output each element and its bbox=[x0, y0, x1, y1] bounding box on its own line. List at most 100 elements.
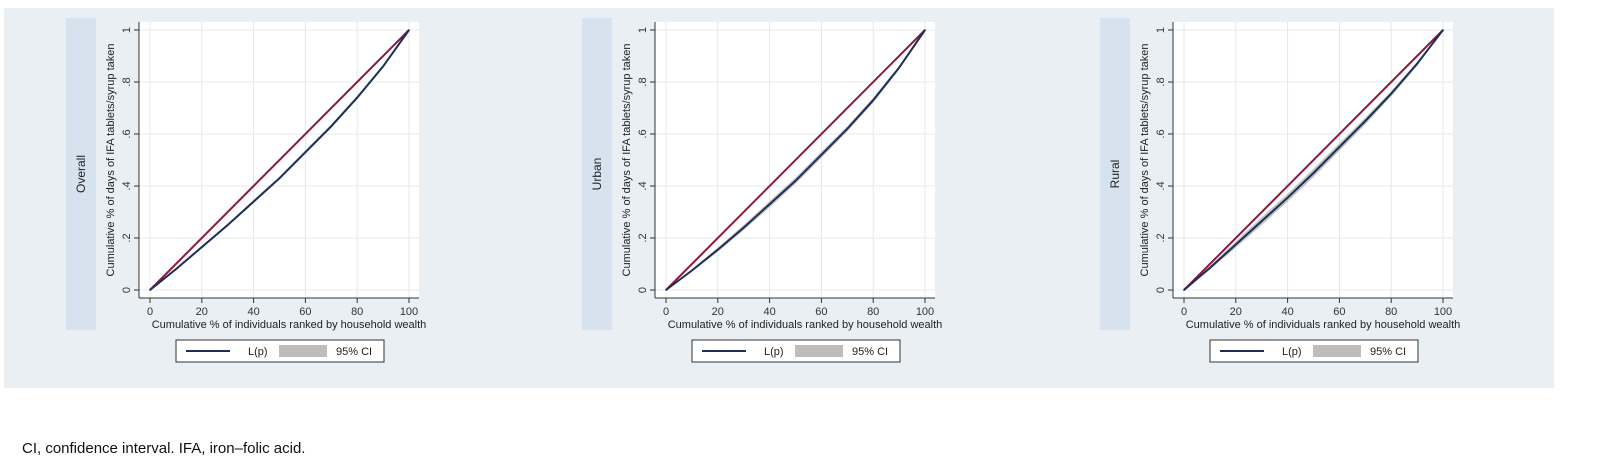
chart-title: Rural bbox=[1108, 160, 1122, 189]
curve-point bbox=[1260, 220, 1263, 222]
curve-point bbox=[252, 200, 255, 203]
y-axis-label: Cumulative % of days of IFA tablets/syru… bbox=[105, 44, 117, 277]
legend: L(p) 95% CI bbox=[175, 339, 385, 363]
legend-label-curve: L(p) bbox=[1282, 346, 1302, 358]
x-tick-label: 80 bbox=[867, 306, 879, 318]
legend: L(p) 95% CI bbox=[691, 339, 901, 363]
x-tick-label: 0 bbox=[147, 306, 153, 318]
curve-point bbox=[872, 99, 874, 101]
x-tick-label: 20 bbox=[196, 306, 208, 318]
x-tick-label: 40 bbox=[763, 306, 775, 318]
curve-point bbox=[1235, 243, 1237, 246]
legend-label-ci: 95% CI bbox=[336, 346, 372, 358]
curve-point bbox=[1364, 120, 1367, 122]
y-tick-label: .6 bbox=[121, 129, 133, 138]
chart-title: Overall bbox=[74, 155, 88, 193]
curve-point bbox=[1209, 267, 1211, 269]
curve-point bbox=[1442, 29, 1444, 31]
y-axis-label: Cumulative % of days of IFA tablets/syru… bbox=[621, 44, 633, 277]
y-tick-label: .6 bbox=[1155, 129, 1167, 138]
chart-title: Urban bbox=[590, 158, 604, 191]
curve-point bbox=[226, 224, 229, 226]
curve-point bbox=[1416, 63, 1418, 65]
legend: L(p) 95% CI bbox=[1209, 339, 1419, 363]
x-tick-label: 0 bbox=[1181, 306, 1187, 318]
legend-label-ci: 95% CI bbox=[852, 346, 888, 358]
curve-point bbox=[846, 128, 849, 130]
x-tick-label: 60 bbox=[299, 306, 311, 318]
y-tick-label: .4 bbox=[1155, 181, 1167, 190]
equality-line bbox=[149, 29, 410, 291]
panel-urban: Urban 0.2.4.6.8 1 0 20 40 60 80 100 Cumulative % … bbox=[520, 8, 1040, 388]
legend-label-ci: 95% CI bbox=[1370, 346, 1406, 358]
x-axis-label: Cumulative % of individuals ranked by ho… bbox=[1186, 319, 1461, 331]
y-tick-label: .8 bbox=[121, 77, 133, 86]
x-tick-label: 40 bbox=[247, 306, 259, 318]
curve-point bbox=[1183, 289, 1185, 291]
curve-point bbox=[794, 180, 797, 182]
y-tick-label: .2 bbox=[637, 233, 649, 242]
y-tick-label: 0 bbox=[1155, 287, 1167, 293]
x-tick-label: 20 bbox=[712, 306, 724, 318]
y-tick-label: 0 bbox=[121, 287, 133, 293]
x-tick-label: 40 bbox=[1281, 306, 1293, 318]
curve-point bbox=[1338, 146, 1341, 148]
legend-label-curve: L(p) bbox=[764, 346, 784, 358]
legend-swatch-ci bbox=[279, 345, 327, 357]
curve-point bbox=[665, 289, 667, 291]
y-tick-label: .2 bbox=[1155, 233, 1167, 242]
legend-swatch-ci bbox=[795, 345, 843, 357]
legend-label-curve: L(p) bbox=[248, 346, 268, 358]
curve-point bbox=[1390, 92, 1392, 95]
curve-point bbox=[1312, 172, 1315, 174]
curve-point bbox=[1286, 196, 1289, 199]
curve-point bbox=[742, 226, 745, 229]
curve-point bbox=[717, 248, 719, 251]
y-tick-label: .6 bbox=[637, 129, 649, 138]
y-tick-label: .4 bbox=[121, 181, 133, 190]
panel-overall: Overall 0.2.4.6.8 1 0 20 40 60 80 100 Cumulative … bbox=[4, 8, 524, 388]
curve-point bbox=[820, 154, 823, 156]
curve-point bbox=[924, 29, 926, 31]
x-tick-label: 60 bbox=[1333, 306, 1345, 318]
x-tick-label: 60 bbox=[815, 306, 827, 318]
curve-point bbox=[768, 203, 771, 205]
title-strip bbox=[66, 18, 96, 330]
curve-point bbox=[408, 29, 410, 31]
curve-point bbox=[175, 268, 177, 271]
y-tick-label: 1 bbox=[1155, 27, 1167, 33]
x-tick-label: 100 bbox=[400, 306, 418, 318]
curve-point bbox=[691, 269, 693, 272]
y-tick-label: .4 bbox=[637, 181, 649, 190]
curve-point bbox=[149, 289, 151, 291]
title-strip bbox=[582, 18, 612, 330]
y-tick-label: 1 bbox=[637, 27, 649, 33]
y-axis-label: Cumulative % of days of IFA tablets/syru… bbox=[1139, 44, 1151, 277]
x-tick-label: 100 bbox=[1434, 306, 1452, 318]
curve-point bbox=[330, 125, 333, 127]
curve-point bbox=[201, 246, 203, 248]
x-tick-label: 100 bbox=[916, 306, 934, 318]
curve-point bbox=[898, 66, 900, 69]
x-tick-label: 0 bbox=[663, 306, 669, 318]
x-axis-label: Cumulative % of individuals ranked by ho… bbox=[152, 319, 427, 331]
legend-swatch-ci bbox=[1313, 345, 1361, 357]
x-tick-label: 80 bbox=[1385, 306, 1397, 318]
title-strip bbox=[1100, 18, 1130, 330]
x-tick-label: 20 bbox=[1230, 306, 1242, 318]
curve-point bbox=[382, 65, 384, 68]
y-tick-label: .2 bbox=[121, 233, 133, 242]
x-axis-label: Cumulative % of individuals ranked by ho… bbox=[668, 319, 943, 331]
figure-caption: CI, confidence interval. IFA, iron–folic… bbox=[22, 440, 306, 457]
curve-point bbox=[278, 177, 281, 179]
y-tick-label: .8 bbox=[1155, 77, 1167, 86]
panel-rural: Rural 0.2.4.6.8 1 0 20 40 60 80 100 Cumulative % … bbox=[1038, 8, 1554, 388]
y-tick-label: .8 bbox=[637, 77, 649, 86]
x-tick-label: 80 bbox=[351, 306, 363, 318]
y-tick-label: 0 bbox=[637, 287, 649, 293]
y-tick-label: 1 bbox=[121, 27, 133, 33]
curve-point bbox=[356, 96, 359, 99]
